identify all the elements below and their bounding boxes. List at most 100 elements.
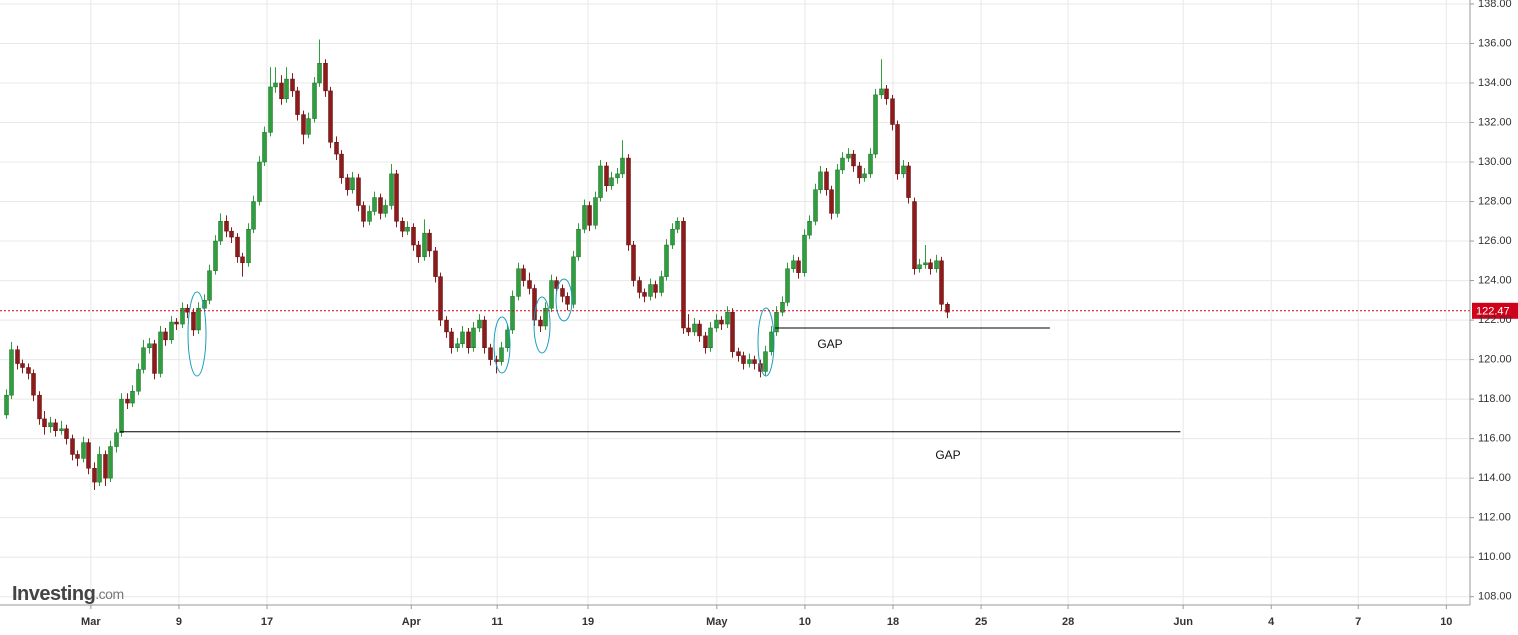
candle-body: [604, 165, 609, 186]
candle-body: [879, 88, 884, 96]
candle-body: [317, 62, 322, 84]
candle-body: [769, 331, 774, 352]
candle-body: [59, 428, 64, 431]
candle-body: [328, 90, 333, 143]
candle-body: [934, 260, 939, 269]
candle-body: [125, 398, 130, 404]
candle-body: [587, 205, 592, 226]
candle-body: [692, 323, 697, 333]
x-tick-label: Apr: [402, 616, 422, 628]
candle-body: [549, 280, 554, 309]
candle-body: [653, 284, 658, 293]
candle-body: [97, 454, 102, 483]
candle-body: [114, 432, 119, 447]
highlight-ellipse: [757, 307, 775, 377]
y-tick-label: 122.00: [1478, 314, 1512, 326]
candle-body: [466, 331, 471, 348]
y-tick-label: 116.00: [1478, 433, 1511, 445]
watermark: Investing.com: [12, 583, 124, 605]
candle-body: [378, 197, 383, 214]
candle-body: [433, 250, 438, 277]
candle-body: [471, 327, 476, 348]
y-tick-label: 134.00: [1478, 77, 1512, 89]
highlight-ellipse: [533, 296, 551, 354]
candle-body: [527, 280, 532, 289]
candle-body: [785, 268, 790, 303]
candle-body: [180, 307, 185, 325]
candle-body: [196, 307, 201, 331]
y-tick-label: 136.00: [1478, 37, 1512, 49]
candle-body: [818, 171, 823, 190]
candle-body: [301, 114, 306, 135]
candle-body: [416, 244, 421, 258]
candle-body: [130, 390, 135, 404]
candle-body: [868, 153, 873, 175]
candle-body: [846, 153, 851, 159]
y-tick-label: 120.00: [1478, 354, 1512, 366]
candle-body: [339, 153, 344, 179]
candle-body: [862, 173, 867, 179]
candle-body: [147, 343, 152, 348]
candle-body: [730, 311, 735, 352]
overlay: 122.47 GAP GAP: [0, 278, 1518, 462]
candle-body: [510, 296, 515, 331]
highlight-ellipse: [555, 278, 573, 322]
x-tick-label: May: [706, 616, 728, 628]
candle-body: [207, 270, 212, 301]
candle-body: [521, 268, 526, 281]
candle-body: [438, 276, 443, 321]
candle-body: [9, 349, 14, 396]
candle-body: [802, 234, 807, 273]
watermark-name: Investing: [12, 583, 95, 605]
gap-label: GAP: [935, 448, 960, 462]
candle-body: [367, 211, 372, 222]
candle-body: [615, 173, 620, 179]
candle-body: [191, 311, 196, 331]
last-price-label: 122.47: [1476, 306, 1510, 318]
candle-body: [482, 319, 487, 348]
candle-body: [576, 228, 581, 258]
candle-body: [873, 94, 878, 155]
candle-body: [229, 230, 234, 238]
candle-body: [791, 260, 796, 269]
candle-body: [312, 82, 317, 119]
candle-body: [224, 221, 229, 232]
candle-body: [218, 221, 223, 242]
candle-body: [890, 98, 895, 125]
candle-body: [824, 171, 829, 190]
candle-body: [103, 454, 108, 479]
candle-body: [538, 319, 543, 327]
candle-body: [411, 226, 416, 246]
candle-body: [763, 351, 768, 372]
candle-body: [334, 142, 339, 155]
candle-body: [257, 161, 262, 202]
candle-body: [235, 236, 240, 258]
candle-body: [670, 228, 675, 246]
candle-body: [736, 351, 741, 356]
candle-body: [912, 201, 917, 269]
candle-body: [835, 169, 840, 214]
candle-body: [741, 355, 746, 364]
candle-body: [251, 201, 256, 230]
candle-body: [703, 335, 708, 348]
candle-body: [813, 189, 818, 222]
x-tick-label: 19: [582, 616, 594, 628]
y-tick-label: 124.00: [1478, 274, 1512, 286]
candle-body: [796, 260, 801, 273]
candle-body: [31, 373, 36, 396]
candle-body: [752, 359, 757, 364]
candle-body: [48, 422, 53, 428]
candles: [4, 39, 950, 491]
y-tick-label: 126.00: [1478, 235, 1512, 247]
x-tick-label: 28: [1062, 616, 1074, 628]
candle-body: [659, 276, 664, 293]
candle-body: [444, 319, 449, 333]
candle-body: [75, 454, 80, 459]
candle-body: [697, 323, 702, 337]
candle-body: [323, 62, 328, 92]
watermark-suffix: .com: [95, 586, 123, 602]
candle-body: [631, 244, 636, 281]
candle-body: [719, 319, 724, 325]
candle-body: [637, 280, 642, 293]
candle-body: [593, 197, 598, 226]
